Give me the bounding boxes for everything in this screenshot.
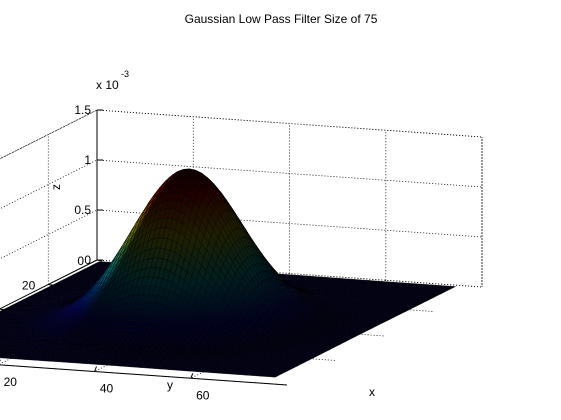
z-gridline: [96, 109, 483, 138]
z-gridline: [96, 209, 483, 238]
y-tick-mark: [96, 259, 103, 262]
box-edge: [0, 109, 98, 160]
x-tick-mark: [190, 373, 194, 379]
y-gridline: [96, 259, 483, 288]
z-gridline: [0, 109, 98, 160]
surface-plot: [0, 168, 457, 378]
y-axis-line: [0, 259, 98, 310]
x-tick-mark: [94, 366, 97, 372]
